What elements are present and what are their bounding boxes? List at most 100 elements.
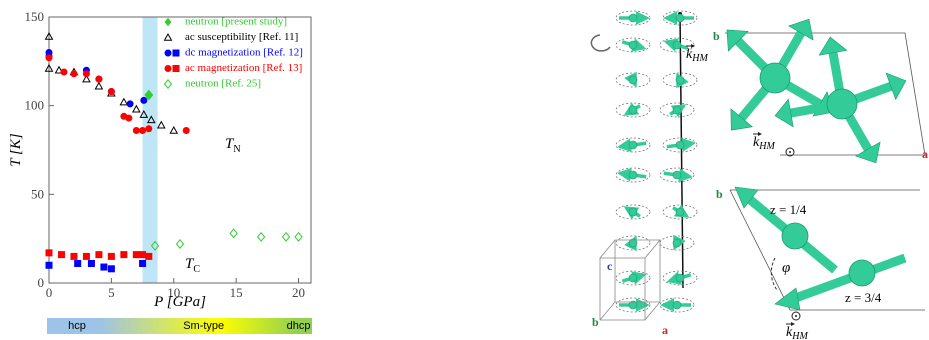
x-axis-label: P [GPa] — [153, 294, 206, 310]
legend-marker — [172, 49, 180, 57]
atom — [628, 40, 638, 50]
angle-arc — [770, 257, 778, 291]
atom — [848, 259, 876, 287]
atom — [675, 13, 685, 23]
legend-label: dc magnetization [Ref. 12] — [185, 47, 303, 59]
spin-cone — [885, 72, 907, 101]
x-tick-label: 5 — [108, 285, 115, 300]
spin-cone — [774, 98, 794, 128]
axis-b: b — [592, 315, 599, 329]
unit-cell — [599, 239, 661, 321]
spin-cone — [730, 108, 753, 131]
atom — [628, 105, 638, 115]
spin-orbit — [662, 270, 698, 286]
point — [126, 100, 134, 108]
point — [256, 231, 266, 242]
k-label: kHM — [753, 135, 775, 152]
x-tick-label: 10 — [167, 285, 180, 300]
x-tick-label: 15 — [230, 285, 243, 300]
atom — [826, 88, 858, 120]
legend-marker — [172, 65, 180, 72]
legend-marker — [164, 65, 172, 72]
k-subscript: HM — [791, 331, 808, 340]
phase-label: hcp — [68, 320, 86, 332]
atom — [675, 140, 685, 150]
point — [44, 63, 54, 72]
spin-rod — [788, 253, 907, 305]
k-label: kHM — [686, 47, 708, 64]
k-label: kHM — [786, 325, 808, 340]
atom — [759, 62, 791, 94]
atom — [628, 75, 638, 85]
k-dot-center — [795, 315, 797, 317]
point — [145, 125, 153, 133]
point — [146, 115, 156, 124]
k-dot — [791, 311, 801, 321]
spin-cone — [774, 287, 801, 311]
chain-axis — [679, 13, 684, 289]
phase-label: dhcp — [287, 320, 311, 332]
point — [169, 125, 179, 134]
point — [156, 120, 166, 129]
spin-orbit — [615, 270, 651, 286]
spin-orbit — [615, 102, 651, 118]
k-subscript: HM — [691, 53, 708, 64]
y-tick-label: 150 — [25, 9, 45, 24]
point — [150, 240, 160, 251]
annotation-subscript: C — [193, 264, 200, 275]
spin-orbit — [659, 102, 695, 118]
atom — [628, 300, 638, 310]
annotation-symbol: T — [225, 136, 235, 152]
k-symbol: k — [753, 135, 760, 150]
point — [100, 263, 108, 271]
legend-marker — [163, 32, 173, 41]
spin-cone — [818, 36, 848, 56]
vector-arrowhead — [691, 44, 695, 48]
atom — [672, 300, 682, 310]
annotation: TC — [185, 256, 200, 275]
point — [74, 259, 82, 267]
plot-frame — [48, 16, 312, 284]
spin-cone — [855, 141, 881, 164]
point — [139, 251, 147, 259]
point — [182, 126, 190, 134]
point — [139, 126, 147, 134]
atom — [675, 75, 685, 85]
spin-orbit — [662, 10, 698, 26]
spin-orbit — [662, 72, 698, 88]
atom — [672, 40, 682, 50]
point — [120, 251, 128, 259]
spin-orbit — [615, 297, 651, 313]
point — [107, 265, 115, 273]
atom — [628, 207, 638, 217]
atom — [628, 13, 638, 23]
point — [70, 252, 78, 260]
atom — [628, 273, 638, 283]
rotation-arrow — [590, 34, 611, 52]
k-subscript: HM — [758, 141, 775, 152]
spin-cone — [726, 29, 749, 52]
point — [57, 251, 65, 259]
legend-marker — [163, 79, 173, 89]
vector-arrowhead — [791, 322, 795, 326]
point — [82, 74, 91, 83]
legend-marker — [164, 49, 172, 57]
atom — [672, 238, 682, 248]
point — [95, 251, 103, 259]
annotation: TN — [225, 136, 241, 155]
k-dot — [785, 147, 795, 157]
phase-label: Sm-type — [183, 320, 224, 332]
spin-orbit — [615, 204, 651, 220]
annotation-symbol: T — [185, 256, 195, 272]
point — [144, 89, 154, 101]
k-symbol: k — [786, 325, 793, 340]
point — [139, 110, 149, 118]
point — [139, 259, 147, 267]
spin-orbit — [659, 167, 695, 183]
point — [94, 81, 104, 90]
point — [107, 252, 115, 260]
legend-label: neutron [Ref. 25] — [185, 78, 261, 90]
spin-orbit — [659, 37, 695, 53]
